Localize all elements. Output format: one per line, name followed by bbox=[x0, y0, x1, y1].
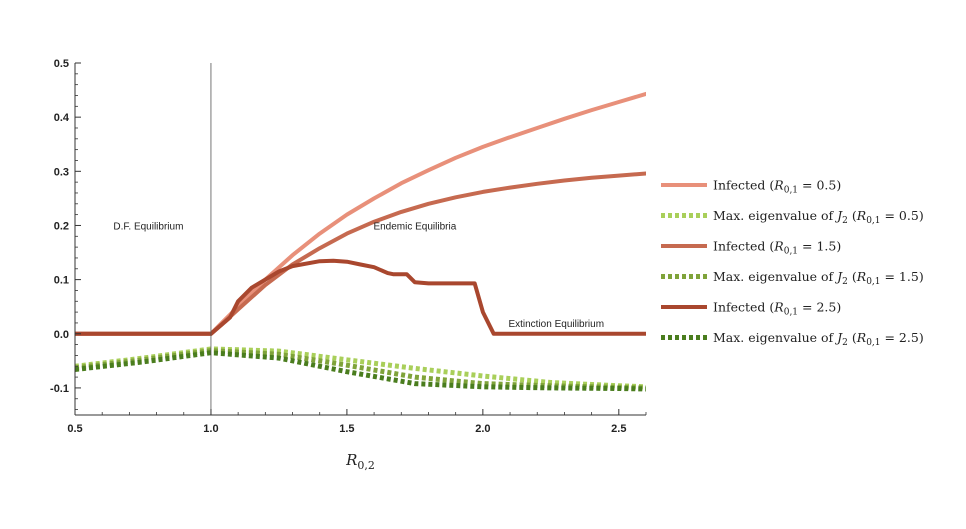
x-axis-title: R0,2 bbox=[345, 451, 375, 472]
y-tick-label: 0.0 bbox=[54, 329, 69, 341]
y-tick-label: 0.3 bbox=[54, 166, 69, 178]
infected-series-line-0 bbox=[75, 91, 646, 336]
eigenvalue-series-line-3 bbox=[75, 348, 646, 391]
x-tick-label: 2.5 bbox=[611, 423, 626, 435]
annotation-2: Extinction Equilibrium bbox=[508, 319, 604, 330]
annotation-0: D.F. Equilibrium bbox=[113, 221, 183, 232]
annotation-1: Endemic Equilibria bbox=[373, 221, 456, 232]
y-tick-label: 0.5 bbox=[54, 58, 69, 70]
x-tick-label: 2.0 bbox=[475, 423, 490, 435]
legend-item: Max. eigenvalue of J2 (R0,1 = 0.5) bbox=[661, 208, 924, 226]
legend-item: Max. eigenvalue of J2 (R0,1 = 2.5) bbox=[661, 330, 924, 348]
y-tick-label: 0.2 bbox=[54, 220, 69, 232]
x-tick-label: 1.0 bbox=[203, 423, 218, 435]
legend-item: Infected (R0,1 = 1.5) bbox=[661, 239, 841, 257]
infected-series-line-2 bbox=[75, 171, 646, 336]
y-tick-label: 0.4 bbox=[54, 112, 70, 124]
x-axis-label: R0,2 bbox=[345, 451, 375, 472]
plot-area bbox=[75, 91, 646, 392]
legend-item: Infected (R0,1 = 2.5) bbox=[661, 300, 841, 318]
x-tick-label: 0.5 bbox=[67, 423, 82, 435]
legend-item: Infected (R0,1 = 0.5) bbox=[661, 178, 841, 196]
legend-label: Max. eigenvalue of J2 (R0,1 = 2.5) bbox=[713, 330, 924, 348]
legend-label: Infected (R0,1 = 1.5) bbox=[713, 239, 841, 257]
legend-item: Max. eigenvalue of J2 (R0,1 = 1.5) bbox=[661, 269, 924, 287]
y-tick-label: -0.1 bbox=[50, 383, 69, 395]
series-group bbox=[75, 91, 646, 392]
legend: Infected (R0,1 = 0.5) Max. eigenvalue of … bbox=[661, 178, 924, 348]
x-tick-label: 1.5 bbox=[339, 423, 354, 435]
legend-label: Max. eigenvalue of J2 (R0,1 = 0.5) bbox=[713, 208, 924, 226]
annotations: D.F. Equilibrium Endemic Equilibria Extinc… bbox=[113, 221, 604, 329]
legend-label: Infected (R0,1 = 2.5) bbox=[713, 300, 841, 318]
legend-label: Max. eigenvalue of J2 (R0,1 = 1.5) bbox=[713, 269, 924, 287]
axes: 0.5 1.0 1.5 2.0 2.5 -0.1 0.0 0.1 0.2 0.3 0.4 0.5 bbox=[50, 58, 647, 435]
legend-label: Infected (R0,1 = 0.5) bbox=[713, 178, 841, 196]
y-tick-label: 0.1 bbox=[54, 275, 69, 287]
eigenvalue-series-line-5 bbox=[75, 350, 646, 392]
infected-series-line-4 bbox=[75, 258, 646, 336]
